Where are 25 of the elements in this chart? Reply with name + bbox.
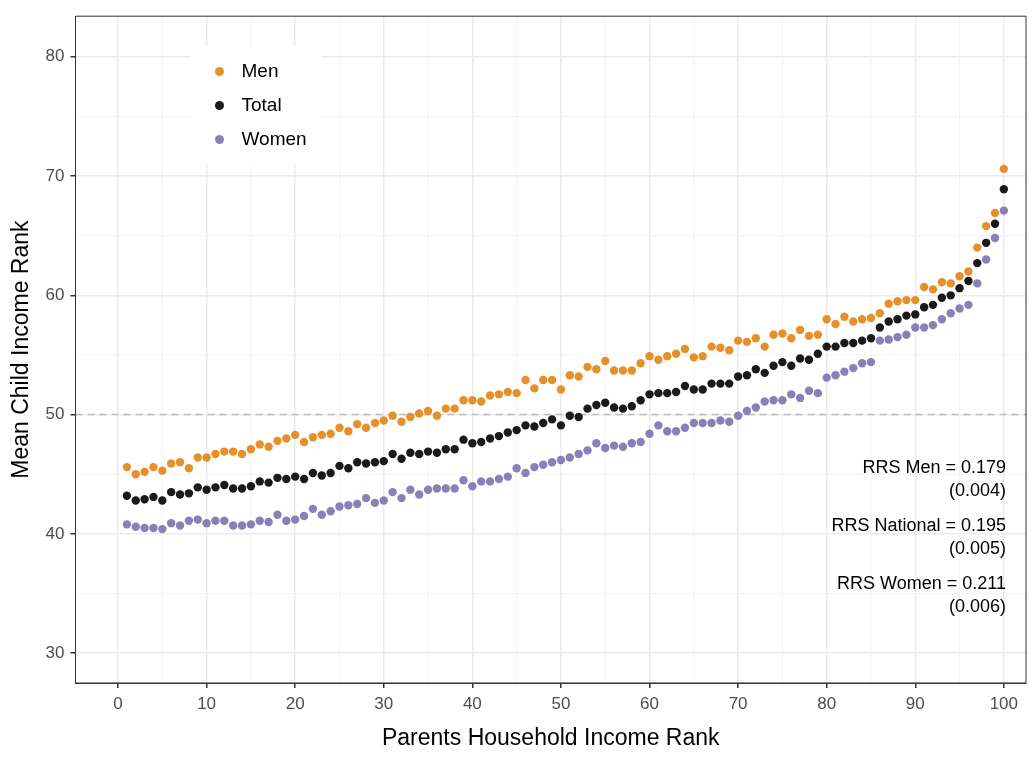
x-tick-label: 10 bbox=[197, 693, 217, 713]
x-tick-label: 40 bbox=[462, 693, 482, 713]
annotation: RRS Women = 0.211 (0.006) bbox=[836, 572, 1006, 619]
x-tick-label: 70 bbox=[728, 693, 748, 713]
x-tick-label: 20 bbox=[285, 693, 305, 713]
x-tick-label: 50 bbox=[551, 693, 571, 713]
x-tick-label: 90 bbox=[905, 693, 925, 713]
x-tick-label: 100 bbox=[989, 693, 1019, 713]
y-tick-label: 60 bbox=[45, 285, 65, 305]
y-tick-label: 40 bbox=[45, 523, 65, 543]
legend-label: Women bbox=[241, 128, 307, 151]
y-tick-label: 70 bbox=[45, 165, 65, 185]
annotation: RRS National = 0.195 (0.005) bbox=[831, 514, 1006, 561]
y-tick-label: 50 bbox=[45, 404, 65, 424]
x-axis-title: Parents Household Income Rank bbox=[381, 723, 721, 750]
x-tick-label: 60 bbox=[640, 693, 659, 713]
legend-label: Men bbox=[241, 60, 279, 83]
y-tick-label: 30 bbox=[45, 642, 65, 662]
x-tick-label: 0 bbox=[113, 693, 123, 713]
annotation: RRS Men = 0.179 (0.004) bbox=[861, 456, 1006, 503]
x-tick-label: 80 bbox=[817, 693, 837, 713]
y-axis-title: Mean Child Income Rank bbox=[7, 219, 34, 479]
legend-label: Total bbox=[241, 94, 282, 117]
x-tick-label: 30 bbox=[374, 693, 394, 713]
y-tick-label: 80 bbox=[45, 46, 65, 66]
